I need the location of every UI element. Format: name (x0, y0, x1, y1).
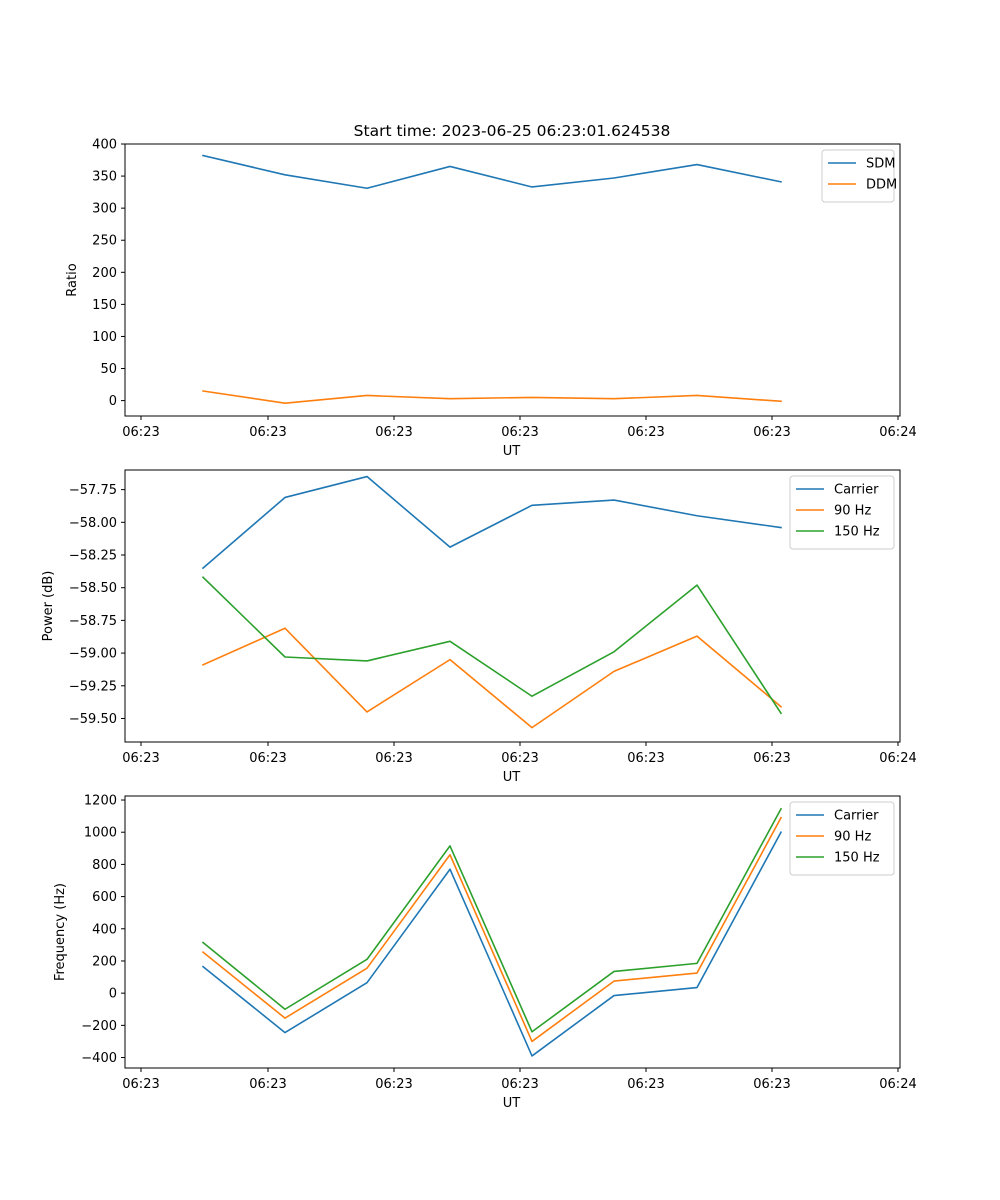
y-tick-label: 350 (92, 170, 117, 185)
y-axis-label: Ratio (65, 263, 80, 296)
x-axis-label: UT (503, 444, 521, 459)
x-tick-label: 06:24 (879, 751, 916, 766)
x-tick-label: 06:23 (753, 1077, 790, 1092)
chart-title: Start time: 2023-06-25 06:23:01.624538 (354, 122, 671, 140)
y-tick-label: −59.50 (69, 712, 117, 727)
x-axis-label: UT (503, 1096, 521, 1111)
series-line-90-hz (201, 627, 783, 729)
y-tick-label: 200 (92, 266, 117, 281)
y-tick-label: 100 (92, 330, 117, 345)
x-tick-label: 06:23 (375, 1077, 412, 1092)
y-tick-label: −59.25 (69, 679, 117, 694)
series-line-carrier (201, 475, 782, 570)
x-tick-label: 06:23 (627, 425, 664, 440)
x-tick-label: 06:23 (249, 751, 286, 766)
x-tick-label: 06:23 (501, 751, 538, 766)
series-line-carrier (201, 831, 783, 1057)
x-tick-label: 06:23 (753, 425, 790, 440)
series-line-150-hz (201, 576, 783, 715)
x-tick-label: 06:23 (249, 1077, 286, 1092)
y-tick-label: 200 (92, 954, 117, 969)
y-tick-label: −400 (81, 1051, 117, 1066)
y-tick-label: −58.50 (69, 581, 117, 596)
y-tick-label: 0 (109, 987, 117, 1002)
legend-label-carrier: Carrier (834, 483, 879, 498)
y-tick-label: 300 (92, 202, 117, 217)
legend-label-90-hz: 90 Hz (834, 830, 871, 845)
x-tick-label: 06:23 (627, 1077, 664, 1092)
legend-label-150-hz: 150 Hz (834, 851, 880, 866)
y-tick-label: −58.75 (69, 614, 117, 629)
y-tick-label: 1200 (84, 794, 117, 809)
legend-label-150-hz: 150 Hz (834, 525, 880, 540)
y-tick-label: 1000 (84, 826, 117, 841)
legend-label-ddm: DDM (866, 178, 897, 193)
x-tick-label: 06:23 (249, 425, 286, 440)
x-tick-label: 06:23 (501, 425, 538, 440)
series-line-90-hz (201, 816, 783, 1043)
y-tick-label: 250 (92, 234, 117, 249)
series-line-150-hz (201, 807, 783, 1033)
y-tick-label: 400 (92, 922, 117, 937)
y-tick-label: 400 (92, 138, 117, 153)
y-axis-label: Frequency (Hz) (53, 883, 68, 981)
x-tick-label: 06:23 (375, 751, 412, 766)
y-tick-label: 150 (92, 298, 117, 313)
power-panel: 06:23 06:23 06:23 06:23 06:23 06:23 06:24 −59.5… (41, 469, 917, 785)
legend: Carrier 90 Hz 150 Hz (789, 475, 895, 550)
y-tick-label: −59.00 (69, 647, 117, 662)
x-tick-label: 06:23 (753, 751, 790, 766)
y-tick-label: 600 (92, 890, 117, 905)
axes-frame (124, 795, 901, 1069)
legend-label-90-hz: 90 Hz (834, 504, 871, 519)
frequency-panel: 06:23 06:23 06:23 06:23 06:23 06:23 06:24 −400 −… (53, 794, 917, 1111)
y-tick-label: 50 (100, 362, 117, 377)
y-tick-label: 0 (109, 394, 117, 409)
y-tick-label: −57.75 (69, 483, 117, 498)
x-tick-label: 06:23 (627, 751, 664, 766)
series-line-ddm (202, 390, 782, 404)
legend: Carrier 90 Hz 150 Hz (789, 801, 895, 876)
series-line-sdm (202, 154, 782, 190)
axes-frame (124, 469, 901, 743)
x-tick-label: 06:24 (879, 1077, 916, 1092)
x-tick-label: 06:23 (501, 1077, 538, 1092)
y-tick-label: 800 (92, 858, 117, 873)
y-tick-label: −58.00 (69, 516, 117, 531)
x-tick-label: 06:23 (122, 751, 159, 766)
y-tick-label: −58.25 (69, 549, 117, 564)
x-tick-label: 06:23 (122, 425, 159, 440)
x-tick-label: 06:24 (879, 425, 916, 440)
legend-label-sdm: SDM (866, 157, 895, 172)
ratio-panel: 06:23 06:23 06:23 06:23 06:23 06:23 06:24 0 50 10… (65, 138, 917, 460)
x-axis-label: UT (503, 770, 521, 785)
axes-frame (124, 143, 901, 417)
y-axis-label: Power (dB) (41, 571, 56, 642)
x-tick-label: 06:23 (375, 425, 412, 440)
y-tick-label: −200 (81, 1019, 117, 1034)
x-tick-label: 06:23 (122, 1077, 159, 1092)
legend: SDM DDM (821, 149, 897, 203)
legend-label-carrier: Carrier (834, 809, 879, 824)
